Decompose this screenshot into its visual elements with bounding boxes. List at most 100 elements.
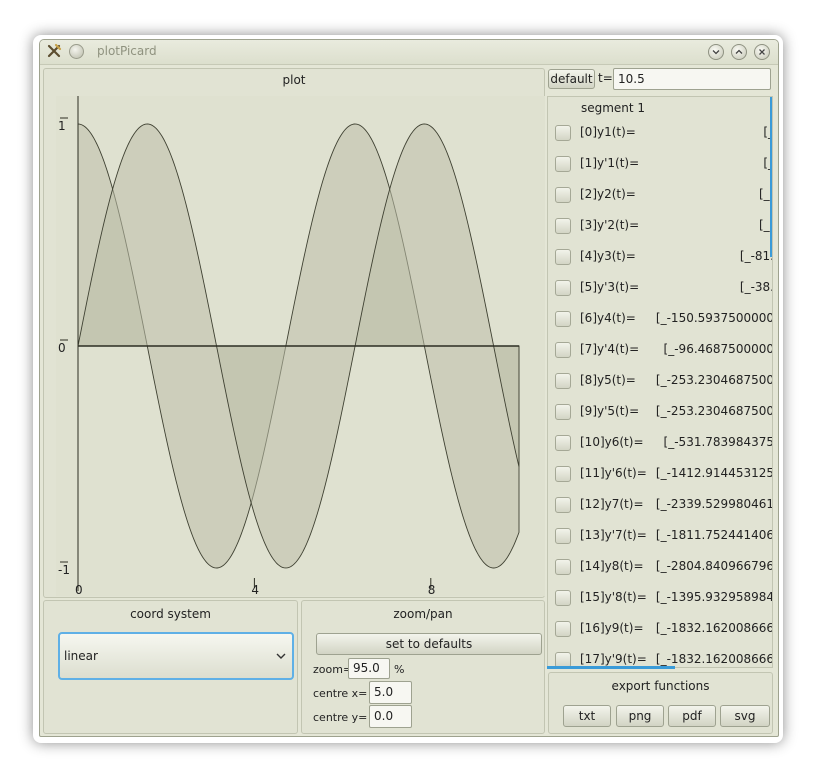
function-checkbox[interactable] xyxy=(555,218,571,234)
centre-y-input[interactable]: 0.0 xyxy=(369,705,412,728)
list-item[interactable]: [4]y3(t)= [_-81. xyxy=(548,242,772,273)
minimize-button[interactable] xyxy=(708,44,724,60)
function-checkbox[interactable] xyxy=(555,280,571,296)
list-item[interactable]: [17]y'9(t)= [_-1832.162008666 xyxy=(548,645,773,667)
function-label: [6]y4(t)= xyxy=(580,311,636,325)
list-item[interactable]: [2]y2(t)= [_- xyxy=(548,180,773,211)
default-button[interactable]: default xyxy=(548,69,595,89)
export-pdf-button[interactable]: pdf xyxy=(668,705,716,727)
chevron-down-icon xyxy=(276,653,286,659)
function-label: [10]y6(t)= xyxy=(580,435,644,449)
zoom-pan-title: zoom/pan xyxy=(393,607,453,621)
horizontal-scrollbar[interactable] xyxy=(547,666,675,669)
function-value: [_-1832.162008666 xyxy=(655,652,773,666)
list-item[interactable]: [13]y'7(t)= [_-1811.752441406 xyxy=(548,521,773,552)
coord-system-value: linear xyxy=(64,649,98,663)
function-value: [_-253.2304687500 xyxy=(655,404,773,418)
function-checkbox[interactable] xyxy=(555,373,571,389)
list-item[interactable]: [9]y'5(t)= [_-253.2304687500 xyxy=(548,397,773,428)
function-value: [_- xyxy=(758,187,773,201)
export-txt-button[interactable]: txt xyxy=(563,705,611,727)
plot-canvas[interactable]: 1 0 -1 0 4 8 xyxy=(56,96,545,596)
close-button[interactable] xyxy=(754,44,770,60)
export-title: export functions xyxy=(611,679,710,693)
y-tick-label: 1 xyxy=(58,119,66,133)
function-value: [_ xyxy=(763,156,773,170)
function-checkbox[interactable] xyxy=(555,311,571,327)
series-sin-area xyxy=(77,123,520,569)
function-label: [7]y'4(t)= xyxy=(580,342,640,356)
function-label: [4]y3(t)= xyxy=(580,249,636,263)
function-checkbox[interactable] xyxy=(555,187,571,203)
y-tick-label: -1 xyxy=(58,563,70,577)
t-label: t= xyxy=(598,71,613,85)
list-item[interactable]: [15]y'8(t)= [_-1395.932958984 xyxy=(548,583,773,614)
function-label: [2]y2(t)= xyxy=(580,187,636,201)
pin-icon[interactable] xyxy=(69,44,84,59)
function-checkbox[interactable] xyxy=(555,125,571,141)
list-item[interactable]: [0]y1(t)= [_ xyxy=(548,118,772,149)
list-item[interactable]: [10]y6(t)= [_-531.783984375 xyxy=(548,428,773,459)
chevron-down-icon xyxy=(712,50,720,55)
list-item[interactable]: [14]y8(t)= [_-2804.840966796 xyxy=(548,552,772,583)
function-value: [_-96.4687500000 xyxy=(663,342,773,356)
export-svg-button[interactable]: svg xyxy=(720,705,770,727)
close-icon xyxy=(759,49,765,55)
function-list[interactable]: segment 1 [0]y1(t)= [_ [1]y'1(t)= [_ [2]y2(t… xyxy=(547,96,773,668)
function-value: [_-1395.932958984 xyxy=(655,590,773,604)
function-label: [14]y8(t)= xyxy=(580,559,644,573)
function-checkbox[interactable] xyxy=(555,559,571,575)
function-label: [16]y9(t)= xyxy=(580,621,644,635)
list-item[interactable]: [3]y'2(t)= [_- xyxy=(548,211,773,242)
function-value: [_-253.2304687500 xyxy=(655,373,773,387)
function-value: [_-531.783984375 xyxy=(663,435,773,449)
t-input[interactable]: 10.5 xyxy=(613,68,771,90)
function-value: [_-1832.162008666 xyxy=(655,621,773,635)
function-label: [0]y1(t)= xyxy=(580,125,636,139)
function-label: [3]y'2(t)= xyxy=(580,218,640,232)
centre-x-input[interactable]: 5.0 xyxy=(369,681,412,704)
function-checkbox[interactable] xyxy=(555,249,571,265)
list-item[interactable]: [1]y'1(t)= [_ xyxy=(548,149,773,180)
function-checkbox[interactable] xyxy=(555,435,571,451)
list-item[interactable]: [8]y5(t)= [_-253.2304687500 xyxy=(548,366,773,397)
list-item[interactable]: [16]y9(t)= [_-1832.162008666 xyxy=(548,614,773,645)
coord-system-select[interactable]: linear xyxy=(58,632,294,680)
maximize-button[interactable] xyxy=(731,44,747,60)
list-item[interactable]: [5]y'3(t)= [_-38. xyxy=(548,273,772,304)
function-label: [8]y5(t)= xyxy=(580,373,636,387)
function-value: [_- xyxy=(758,218,773,232)
list-item[interactable]: [11]y'6(t)= [_-1412.914453125 xyxy=(548,459,773,490)
main-window: plotPicard plot 1 0 -1 0 4 8 default t= 10.5 … xyxy=(39,39,779,737)
function-checkbox[interactable] xyxy=(555,342,571,358)
function-checkbox[interactable] xyxy=(555,621,571,637)
function-checkbox[interactable] xyxy=(555,404,571,420)
set-to-defaults-button[interactable]: set to defaults xyxy=(316,633,542,655)
function-value: [_-1412.914453125 xyxy=(655,466,773,480)
function-label: [12]y7(t)= xyxy=(580,497,644,511)
function-checkbox[interactable] xyxy=(555,652,571,667)
list-item[interactable]: [6]y4(t)= [_-150.5937500000 xyxy=(548,304,772,335)
function-checkbox[interactable] xyxy=(555,497,571,513)
function-value: [_-1811.752441406 xyxy=(655,528,773,542)
coord-system-title: coord system xyxy=(130,607,211,621)
function-label: [15]y'8(t)= xyxy=(580,590,647,604)
scrollbar[interactable] xyxy=(770,97,772,257)
zoom-label: zoom= xyxy=(313,663,353,676)
x-tick-label: 0 xyxy=(75,583,83,596)
title-bar[interactable]: plotPicard xyxy=(40,40,778,65)
export-png-button[interactable]: png xyxy=(616,705,664,727)
zoom-unit: % xyxy=(394,663,405,676)
zoom-input[interactable]: 95.0 xyxy=(348,658,390,679)
segment-header: segment 1 xyxy=(580,101,646,115)
list-item[interactable]: [12]y7(t)= [_-2339.529980461 xyxy=(548,490,773,521)
list-item[interactable]: [7]y'4(t)= [_-96.4687500000 xyxy=(548,335,773,366)
function-checkbox[interactable] xyxy=(555,528,571,544)
plot-svg: 1 0 -1 0 4 8 xyxy=(58,96,520,596)
function-value: [_-2339.529980461 xyxy=(655,497,773,511)
function-checkbox[interactable] xyxy=(555,466,571,482)
function-checkbox[interactable] xyxy=(555,590,571,606)
plot-label: plot xyxy=(282,73,306,87)
y-tick-label: 0 xyxy=(58,341,66,355)
function-checkbox[interactable] xyxy=(555,156,571,172)
